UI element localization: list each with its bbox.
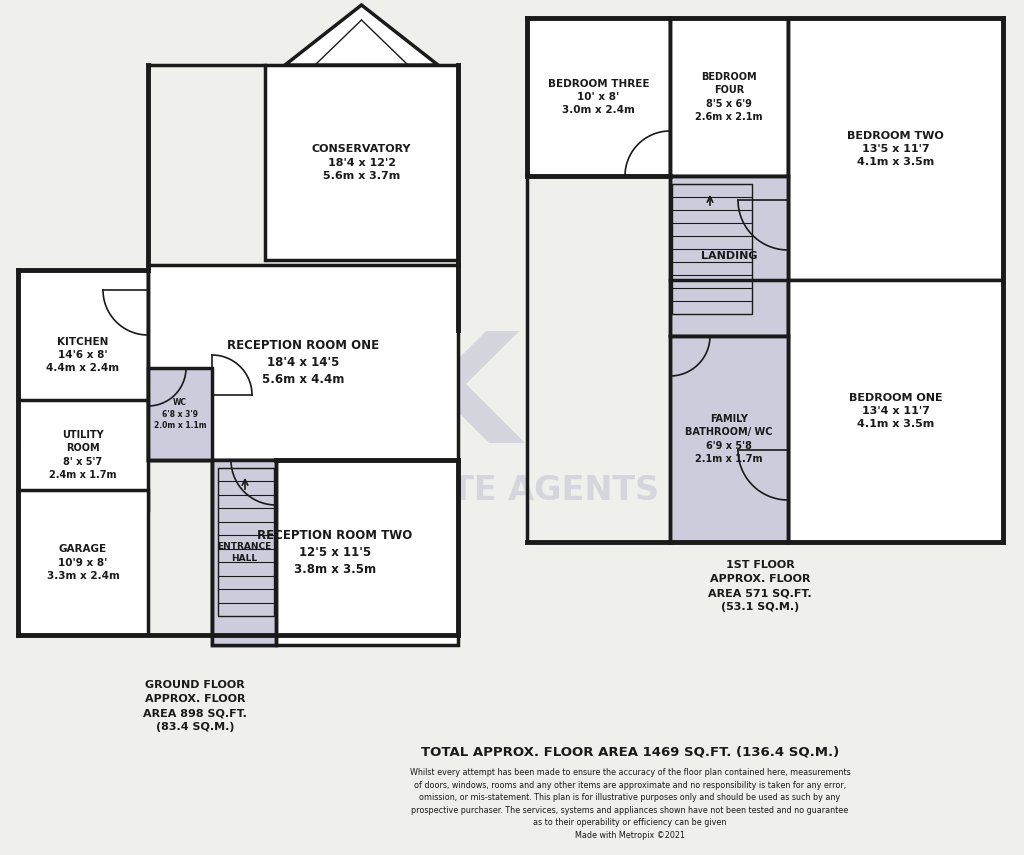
Text: CONSERVATORY
18'4 x 12'2
5.6m x 3.7m: CONSERVATORY 18'4 x 12'2 5.6m x 3.7m (311, 144, 412, 180)
Bar (218, 468, 274, 616)
Bar (212, 460, 276, 645)
Bar (672, 184, 752, 314)
Text: TOTAL APPROX. FLOOR AREA 1469 SQ.FT. (136.4 SQ.M.): TOTAL APPROX. FLOOR AREA 1469 SQ.FT. (13… (421, 745, 839, 758)
Text: KITCHEN
14'6 x 8'
4.4m x 2.4m: KITCHEN 14'6 x 8' 4.4m x 2.4m (46, 337, 120, 373)
Bar (18, 400, 148, 510)
Text: UTILITY
ROOM
8' x 5'7
2.4m x 1.7m: UTILITY ROOM 8' x 5'7 2.4m x 1.7m (49, 430, 117, 480)
Bar (265, 65, 458, 260)
Text: GARAGE
10'9 x 8'
3.3m x 2.4m: GARAGE 10'9 x 8' 3.3m x 2.4m (46, 545, 120, 581)
Text: ESTATE AGENTS: ESTATE AGENTS (360, 474, 659, 506)
Text: DBK: DBK (160, 326, 521, 475)
Bar (212, 460, 458, 645)
Text: RECEPTION ROOM TWO
12'5 x 11'5
3.8m x 3.5m: RECEPTION ROOM TWO 12'5 x 11'5 3.8m x 3.… (257, 529, 413, 576)
Bar (527, 18, 670, 176)
Text: 1ST FLOOR
APPROX. FLOOR
AREA 571 SQ.FT.
(53.1 SQ.M.): 1ST FLOOR APPROX. FLOOR AREA 571 SQ.FT. … (709, 560, 812, 612)
Bar (670, 176, 788, 336)
Text: Whilst every attempt has been made to ensure the accuracy of the floor plan cont: Whilst every attempt has been made to en… (410, 768, 850, 840)
Bar (18, 270, 148, 440)
Text: WC
6'8 x 3'9
2.0m x 1.1m: WC 6'8 x 3'9 2.0m x 1.1m (154, 398, 206, 430)
Text: BEDROOM TWO
13'5 x 11'7
4.1m x 3.5m: BEDROOM TWO 13'5 x 11'7 4.1m x 3.5m (847, 131, 944, 168)
Text: GROUND FLOOR
APPROX. FLOOR
AREA 898 SQ.FT.
(83.4 SQ.M.): GROUND FLOOR APPROX. FLOOR AREA 898 SQ.F… (143, 680, 247, 732)
Bar (670, 336, 788, 542)
Text: RECEPTION ROOM ONE
18'4 x 14'5
5.6m x 4.4m: RECEPTION ROOM ONE 18'4 x 14'5 5.6m x 4.… (227, 339, 379, 386)
Text: LANDING: LANDING (700, 251, 758, 261)
Text: BEDROOM
FOUR
8'5 x 6'9
2.6m x 2.1m: BEDROOM FOUR 8'5 x 6'9 2.6m x 2.1m (695, 72, 763, 121)
Bar (788, 18, 1002, 280)
Bar (788, 280, 1002, 542)
Text: ENTRANCE
HALL: ENTRANCE HALL (217, 542, 271, 563)
Bar (18, 490, 148, 635)
Text: BEDROOM THREE
10' x 8'
3.0m x 2.4m: BEDROOM THREE 10' x 8' 3.0m x 2.4m (548, 79, 649, 115)
Bar (670, 18, 788, 176)
Text: FAMILY
BATHROOM/ WC
6'9 x 5'8
2.1m x 1.7m: FAMILY BATHROOM/ WC 6'9 x 5'8 2.1m x 1.7… (685, 414, 773, 463)
Text: BEDROOM ONE
13'4 x 11'7
4.1m x 3.5m: BEDROOM ONE 13'4 x 11'7 4.1m x 3.5m (849, 392, 942, 429)
Polygon shape (285, 5, 438, 65)
Bar (148, 368, 212, 460)
Bar (148, 265, 458, 460)
